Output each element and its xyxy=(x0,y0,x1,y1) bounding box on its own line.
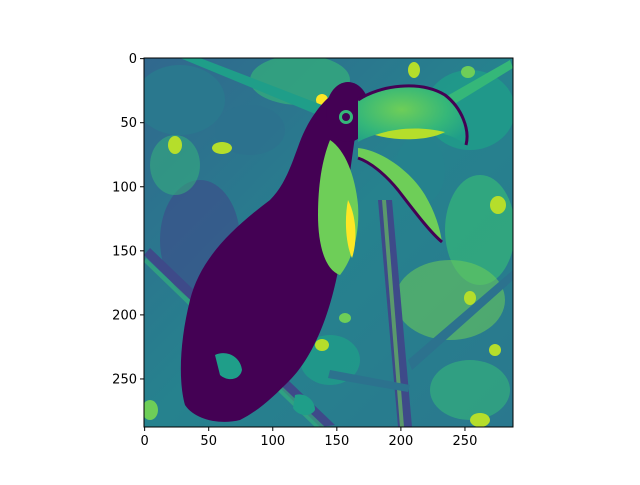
toucan-foot xyxy=(293,394,315,416)
x-tick-label: 150 xyxy=(324,434,349,449)
y-axis: 0 50 100 150 200 250 xyxy=(112,52,144,387)
branch xyxy=(328,370,410,392)
leaf-blob xyxy=(300,335,360,385)
toucan-beak-upper xyxy=(358,85,468,145)
branch xyxy=(382,200,404,427)
highlight-spot xyxy=(461,66,475,78)
highlight-spot xyxy=(144,400,158,420)
toucan-beak-lower-edge xyxy=(357,156,443,244)
toucan-beak-upper-edge xyxy=(357,84,469,146)
highlight-spot xyxy=(470,413,490,427)
toucan-beak-highlight xyxy=(375,128,445,140)
y-tick-label: 0 xyxy=(129,52,137,67)
highlight-spot xyxy=(168,136,182,154)
x-tick-label: 50 xyxy=(200,434,217,449)
y-tick-label: 150 xyxy=(112,244,137,259)
leaf-blob xyxy=(430,360,510,420)
highlight-spot xyxy=(339,313,351,323)
x-tick-label: 100 xyxy=(260,434,285,449)
highlight-spot xyxy=(490,196,506,214)
highlight-spot xyxy=(464,291,476,305)
toucan-chest-highlight xyxy=(345,200,356,258)
x-tick-label: 200 xyxy=(388,434,413,449)
y-tick-label: 100 xyxy=(112,180,137,195)
axes-frame xyxy=(143,57,514,428)
highlight-spot xyxy=(489,344,501,356)
leaf-blob xyxy=(395,260,505,340)
toucan-body xyxy=(180,87,361,422)
heatmap-image xyxy=(144,58,513,427)
x-axis: 0 50 100 150 200 250 xyxy=(141,427,478,449)
y-tick-label: 250 xyxy=(112,372,137,387)
branch xyxy=(408,270,513,370)
toucan-foot xyxy=(215,353,242,380)
y-tick-label: 50 xyxy=(120,116,137,131)
leaf-blob xyxy=(215,105,285,155)
y-tick-label: 200 xyxy=(112,308,137,323)
x-tick-label: 250 xyxy=(453,434,478,449)
highlight-spot xyxy=(212,142,232,154)
toucan-eye xyxy=(342,113,350,121)
highlight-spot xyxy=(315,339,329,351)
highlight-spot xyxy=(408,62,420,78)
x-tick-label: 0 xyxy=(141,434,149,449)
branch xyxy=(440,60,513,108)
branch xyxy=(180,58,335,118)
leaf-blob xyxy=(150,135,200,195)
leaf-blob xyxy=(144,65,225,135)
